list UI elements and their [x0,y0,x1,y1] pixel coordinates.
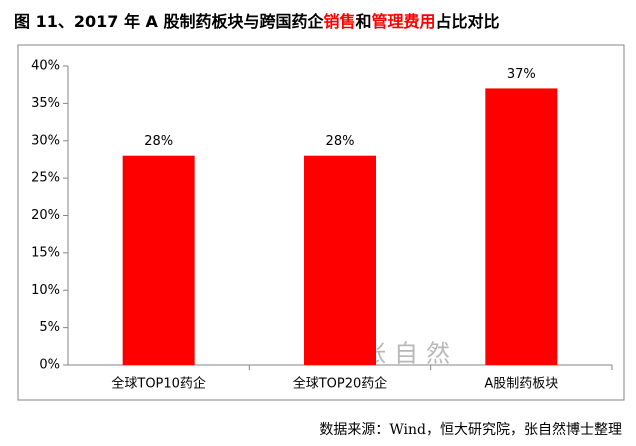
y-tick-label: 20% [31,208,60,223]
data-label: 28% [144,134,173,149]
y-tick-label: 0% [39,358,60,373]
x-tick-label: A股制药板块 [484,377,558,392]
y-tick-label: 5% [39,320,60,335]
bar [304,155,376,365]
y-tick-label: 10% [31,283,60,298]
y-tick-label: 30% [31,133,60,148]
bar [122,155,195,365]
y-tick-label: 25% [31,171,60,186]
x-tick-label: 全球TOP20药企 [293,376,388,392]
title-part: 和 [355,12,371,31]
y-tick-label: 15% [31,245,60,260]
source-note: 数据来源：Wind，恒大研究院，张自然博士整理 [319,421,622,438]
x-tick-label: 全球TOP10药企 [111,376,206,392]
data-label: 28% [326,134,355,149]
chart-frame [17,44,625,401]
title-part: 图 11、2017 年 A 股制药板块与跨国药企 [14,12,324,31]
data-label: 37% [507,67,536,82]
bar [485,88,558,366]
watermark: 张自然 [362,340,458,368]
chart-title: 图 11、2017 年 A 股制药板块与跨国药企销售和管理费用占比对比 [14,12,500,31]
y-tick-label: 40% [31,59,60,74]
y-tick-label: 35% [31,96,60,111]
title-part: 销售 [323,12,355,31]
title-part: 占比对比 [436,12,500,31]
title-part: 管理费用 [372,12,436,31]
